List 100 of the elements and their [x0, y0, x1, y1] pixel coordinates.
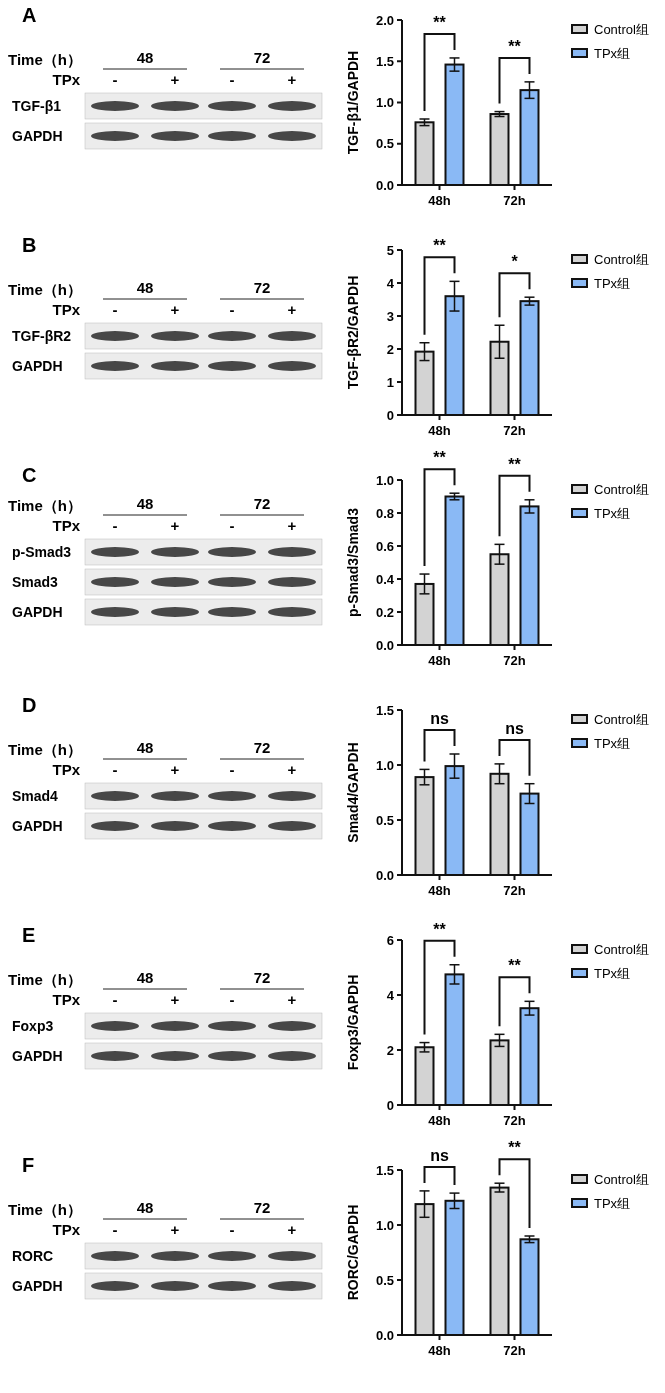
y-tick-label: 1.5 — [375, 1162, 394, 1178]
text: GAPDH — [12, 128, 63, 144]
text: ** — [508, 1139, 522, 1157]
text: TPx — [52, 517, 81, 534]
y-axis-title: TGF-βR2/GAPDH — [345, 275, 361, 390]
y-tick-label: 0 — [386, 407, 394, 423]
text: F — [22, 1154, 35, 1176]
text: 72 — [253, 1199, 271, 1216]
text: - — [112, 1221, 118, 1238]
y-tick-label: 1.0 — [375, 757, 394, 773]
annotation: ** — [433, 13, 447, 31]
text: 72 — [253, 495, 271, 512]
y-tick-label: 4 — [386, 275, 395, 291]
annotation: ** — [433, 237, 447, 255]
text: TPx — [52, 1221, 81, 1238]
text: 72 — [253, 279, 271, 296]
legend-label: TPx组 — [594, 46, 631, 61]
text: GAPDH — [12, 1048, 63, 1064]
text: GAPDH — [12, 358, 63, 374]
text: - — [229, 301, 235, 318]
text: Time（h） — [8, 741, 82, 758]
text: - — [112, 991, 118, 1008]
y-tick-label: 0.4 — [375, 571, 395, 587]
annotation: ns — [505, 719, 524, 737]
x-tick-label: 72h — [503, 423, 526, 438]
text: E — [22, 924, 36, 946]
text: - — [229, 517, 235, 534]
text: ** — [508, 455, 522, 473]
text: TPx — [52, 301, 81, 318]
y-tick-label: 0.8 — [375, 505, 394, 521]
y-tick-label: 0.0 — [375, 867, 394, 883]
text: A — [22, 4, 37, 26]
legend-label: Control组 — [594, 942, 649, 957]
y-axis-title: TGF-β1/GAPDH — [345, 50, 361, 155]
legend-label: TPx组 — [594, 1196, 631, 1211]
text: 48 — [136, 969, 154, 986]
text: Smad4 — [12, 788, 59, 804]
y-tick-label: 6 — [386, 932, 394, 948]
text: + — [170, 71, 180, 88]
text: Time（h） — [8, 971, 82, 988]
text: - — [229, 761, 235, 778]
legend-label: TPx组 — [594, 966, 631, 981]
text: - — [229, 1221, 235, 1238]
y-tick-label: 0.5 — [375, 812, 394, 828]
y-tick-label: 2.0 — [375, 12, 394, 28]
text: 48 — [136, 1199, 154, 1216]
y-tick-label: 2 — [386, 1042, 394, 1058]
y-tick-label: 0 — [386, 1097, 394, 1113]
x-tick-label: 72h — [503, 193, 526, 208]
text: + — [287, 1221, 297, 1238]
y-tick-label: 5 — [386, 242, 394, 258]
y-tick-label: 0.0 — [375, 637, 394, 653]
x-tick-label: 48h — [428, 883, 451, 898]
text: Time（h） — [8, 497, 82, 514]
text: ns — [430, 1146, 449, 1164]
legend-label: Control组 — [594, 712, 649, 727]
annotation: * — [511, 253, 519, 271]
text: 48 — [136, 279, 154, 296]
y-tick-label: 4 — [386, 987, 395, 1003]
text: 72 — [253, 49, 271, 66]
x-tick-label: 72h — [503, 653, 526, 668]
text: TGF-βR2 — [12, 328, 72, 344]
text: Smad3 — [12, 574, 59, 590]
x-tick-label: 48h — [428, 193, 451, 208]
text: + — [287, 991, 297, 1008]
x-tick-label: 72h — [503, 883, 526, 898]
y-tick-label: 1.0 — [375, 1217, 394, 1233]
text: + — [170, 1221, 180, 1238]
x-tick-label: 48h — [428, 423, 451, 438]
y-axis-title: Smad4/GAPDH — [345, 742, 361, 843]
text: + — [287, 301, 297, 318]
text: RORC — [12, 1248, 54, 1264]
text: + — [287, 761, 297, 778]
x-tick-label: 72h — [503, 1113, 526, 1128]
legend-label: Control组 — [594, 1172, 649, 1187]
y-tick-label: 1 — [386, 374, 394, 390]
text: GAPDH — [12, 604, 63, 620]
y-tick-label: 1.5 — [375, 702, 394, 718]
annotation: ** — [508, 957, 522, 975]
text: + — [170, 301, 180, 318]
annotation: ** — [508, 37, 522, 55]
text: - — [112, 517, 118, 534]
legend-label: Control组 — [594, 22, 649, 37]
text: 72 — [253, 969, 271, 986]
legend-label: Control组 — [594, 252, 649, 267]
y-axis-title: Foxp3/GAPDH — [345, 974, 361, 1071]
y-tick-label: 0.6 — [375, 538, 394, 554]
y-tick-label: 2 — [386, 341, 394, 357]
y-tick-label: 0.5 — [375, 136, 394, 152]
text: + — [287, 517, 297, 534]
y-tick-label: 3 — [386, 308, 394, 324]
y-tick-label: 1.0 — [375, 472, 394, 488]
legend-label: TPx组 — [594, 506, 631, 521]
text: - — [112, 761, 118, 778]
x-tick-label: 48h — [428, 1343, 451, 1358]
x-tick-label: 48h — [428, 653, 451, 668]
text: - — [229, 71, 235, 88]
text: B — [22, 234, 37, 256]
text: TPx — [52, 71, 81, 88]
y-tick-label: 1.0 — [375, 95, 394, 110]
